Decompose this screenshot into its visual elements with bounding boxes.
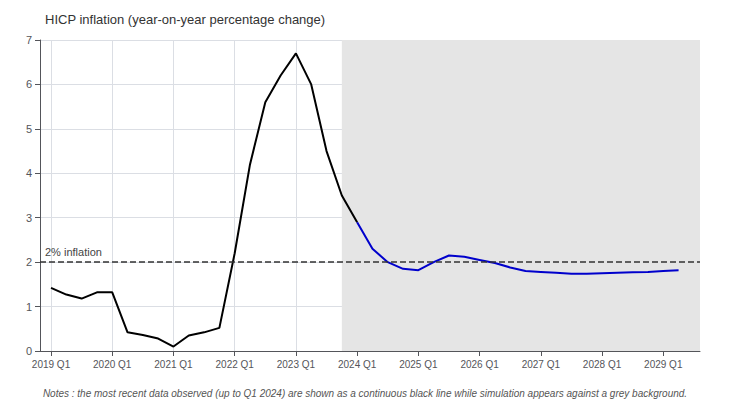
svg-text:2024 Q1: 2024 Q1 — [338, 359, 377, 370]
svg-text:2022 Q1: 2022 Q1 — [216, 359, 255, 370]
svg-text:2020 Q1: 2020 Q1 — [93, 359, 132, 370]
svg-text:Notes : the most recent data o: Notes : the most recent data observed (u… — [43, 388, 687, 399]
svg-text:0: 0 — [26, 345, 32, 357]
svg-text:2021 Q1: 2021 Q1 — [154, 359, 193, 370]
svg-text:5: 5 — [26, 123, 32, 135]
svg-text:2: 2 — [26, 256, 32, 268]
svg-text:2027 Q1: 2027 Q1 — [522, 359, 561, 370]
svg-text:7: 7 — [26, 34, 32, 46]
svg-text:2023 Q1: 2023 Q1 — [277, 359, 316, 370]
svg-text:2025 Q1: 2025 Q1 — [399, 359, 438, 370]
svg-text:2028 Q1: 2028 Q1 — [583, 359, 622, 370]
svg-text:2% inflation: 2% inflation — [45, 246, 102, 258]
svg-text:HICP inflation (year-on-year p: HICP inflation (year-on-year percentage … — [45, 12, 325, 27]
svg-text:2019 Q1: 2019 Q1 — [32, 359, 71, 370]
svg-text:6: 6 — [26, 78, 32, 90]
svg-text:2029 Q1: 2029 Q1 — [644, 359, 683, 370]
svg-text:4: 4 — [26, 167, 32, 179]
svg-text:2026 Q1: 2026 Q1 — [460, 359, 499, 370]
svg-text:3: 3 — [26, 212, 32, 224]
svg-text:1: 1 — [26, 301, 32, 313]
